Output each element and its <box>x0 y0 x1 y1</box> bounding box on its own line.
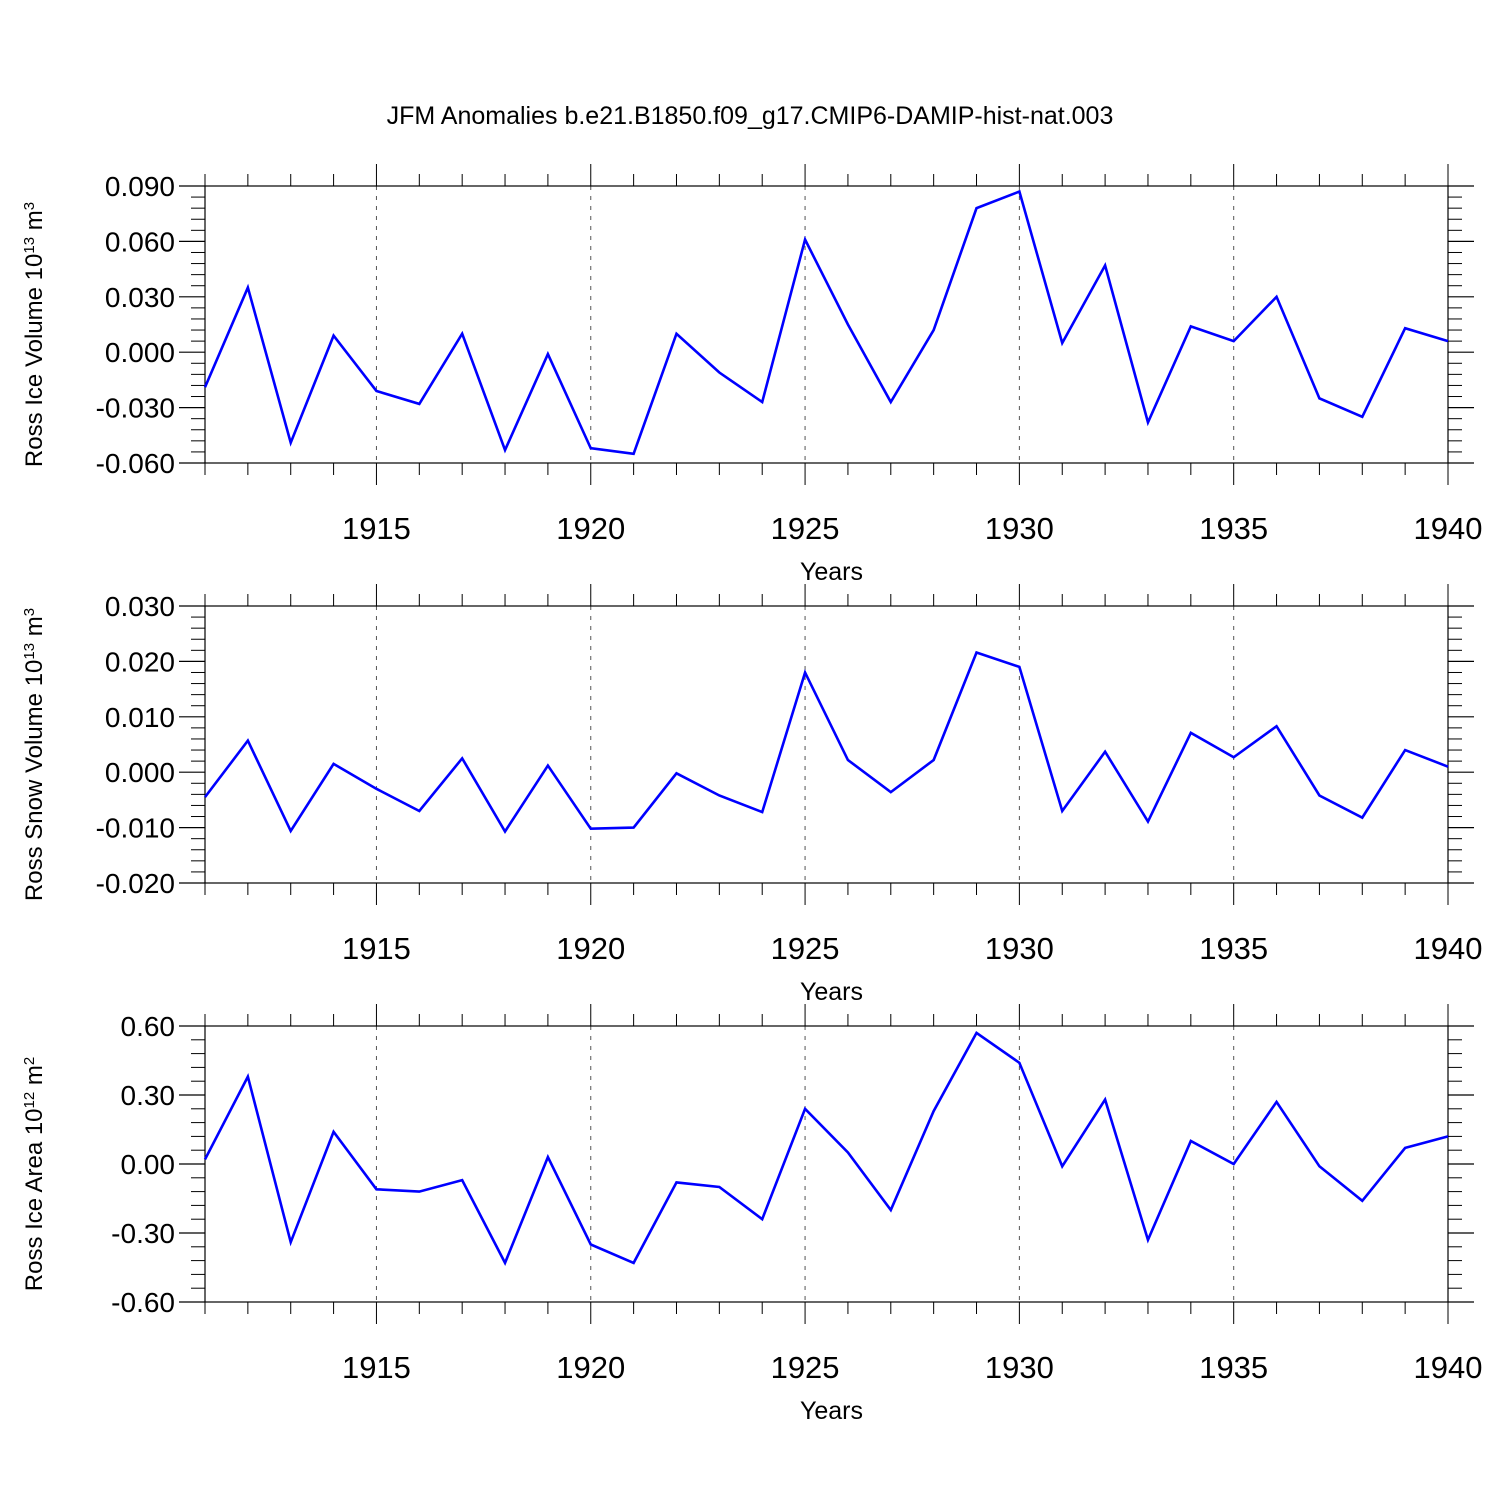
y-tick-label: 0.060 <box>105 226 175 257</box>
x-axis-label: Years <box>800 978 863 1006</box>
x-tick-label: 1925 <box>771 511 840 546</box>
series-line <box>203 189 1449 456</box>
x-tick-label: 1935 <box>1199 1350 1268 1385</box>
x-tick-label: 1915 <box>342 931 411 966</box>
y-axis-label-superscript: 3 <box>21 608 38 616</box>
y-tick-label: 0.030 <box>105 591 175 622</box>
x-tick-label: 1940 <box>1414 511 1483 546</box>
panel-3: -0.60 -0.30 0.00 0.30 0.60 1915 1920 1925 1930 19… <box>21 1004 1483 1425</box>
y-axis-label-superscript: 13 <box>21 237 38 254</box>
y-tick-label: -0.020 <box>96 868 175 899</box>
y-tick-label: 0.030 <box>105 282 175 313</box>
y-axis-label: Ross Ice Area 1012 m2 <box>21 1057 49 1291</box>
y-tick-label: -0.60 <box>111 1287 175 1318</box>
y-axis-label-text: Ross Ice Volume 10 <box>21 254 48 467</box>
y-tick-label: -0.030 <box>96 393 175 424</box>
y-tick-label: 0.000 <box>105 757 175 788</box>
series-line <box>203 650 1449 834</box>
plot-frame <box>204 185 1449 464</box>
plot-frame <box>204 1025 1449 1303</box>
x-axis-label: Years <box>800 1397 863 1425</box>
y-axis-label-text: Ross Snow Volume 10 <box>21 660 48 901</box>
y-tick-label: 0.60 <box>121 1011 176 1042</box>
y-tick-label: 0.090 <box>105 171 175 202</box>
y-tick-label: 0.020 <box>105 646 175 677</box>
x-tick-label: 1915 <box>342 1350 411 1385</box>
y-tick-label: 0.30 <box>121 1080 176 1111</box>
x-tick-label: 1920 <box>556 1350 625 1385</box>
y-axis-label-superscript: 3 <box>21 202 38 210</box>
y-axis-label-text: Ross Ice Area 10 <box>21 1108 48 1291</box>
panel-1: -0.060 -0.030 0.000 0.030 0.060 0.090 1915 1920… <box>21 164 1483 586</box>
x-tick-label: 1930 <box>985 931 1054 966</box>
x-tick-label: 1940 <box>1414 1350 1483 1385</box>
chart-title: JFM Anomalies b.e21.B1850.f09_g17.CMIP6-… <box>387 102 1114 130</box>
y-axis-label-superscript: 12 <box>21 1092 38 1109</box>
y-axis-label-superscript: 13 <box>21 643 38 660</box>
y-axis-label-superscript: 2 <box>21 1057 38 1065</box>
y-axis-label: Ross Snow Volume 1013 m3 <box>21 608 49 901</box>
x-axis-label: Years <box>800 558 863 586</box>
x-tick-label: 1930 <box>985 1350 1054 1385</box>
y-tick-label: -0.010 <box>96 813 175 844</box>
x-tick-label: 1920 <box>556 931 625 966</box>
y-tick-label: 0.00 <box>121 1149 176 1180</box>
y-tick-label: 0.010 <box>105 702 175 733</box>
y-axis-label-text: m <box>21 1065 48 1092</box>
x-tick-label: 1915 <box>342 511 411 546</box>
x-tick-label: 1925 <box>771 931 840 966</box>
y-tick-label: -0.060 <box>96 448 175 479</box>
x-tick-label: 1930 <box>985 511 1054 546</box>
y-tick-label: 0.000 <box>105 337 175 368</box>
plot-frame <box>204 605 1449 884</box>
chart-panels: -0.060 -0.030 0.000 0.030 0.060 0.090 1915 1920… <box>21 164 1483 1425</box>
x-tick-label: 1935 <box>1199 511 1268 546</box>
x-tick-label: 1925 <box>771 1350 840 1385</box>
x-tick-label: 1935 <box>1199 931 1268 966</box>
y-axis-label-text: m <box>21 616 48 643</box>
y-tick-label: -0.30 <box>111 1218 175 1249</box>
x-tick-label: 1940 <box>1414 931 1483 966</box>
series-line <box>203 1031 1449 1267</box>
x-tick-label: 1920 <box>556 511 625 546</box>
y-axis-label: Ross Ice Volume 1013 m3 <box>21 202 49 467</box>
y-axis-label-text: m <box>21 210 48 237</box>
panel-2: -0.020 -0.010 0.000 0.010 0.020 0.030 1915 1920… <box>21 584 1483 1006</box>
